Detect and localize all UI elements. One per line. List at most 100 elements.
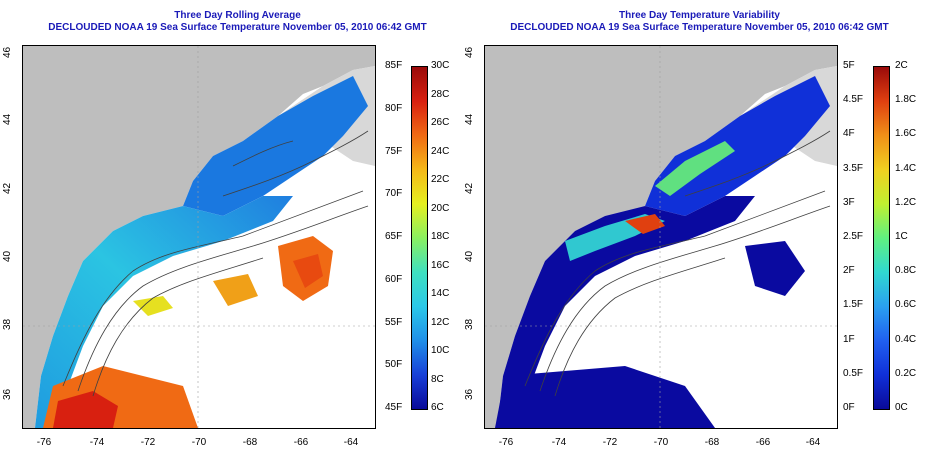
colorbar-c-label: 30C xyxy=(431,60,450,71)
colorbar-c-label: 0.2C xyxy=(895,367,917,379)
y-tick: 38 xyxy=(2,318,13,330)
colorbar-f-label: 4.5F xyxy=(843,94,864,106)
colorbar-f-label: 3.5F xyxy=(843,162,864,174)
sst-average-map xyxy=(22,45,376,429)
warm-eddy-core xyxy=(293,254,323,288)
colorbar-c-label: 18C xyxy=(431,231,450,242)
x-tick: -72 xyxy=(602,437,618,448)
colorbar-f-label: 2F xyxy=(843,265,855,277)
colorbar-c-label: 2C xyxy=(895,60,908,71)
colorbar-c-label: 1.2C xyxy=(895,196,917,208)
colorbar-c-label: 14C xyxy=(431,288,450,299)
colorbar-c-label: 0.8C xyxy=(895,265,917,277)
colorbar-c-label: 20C xyxy=(431,202,450,214)
colorbar-c-label: 0C xyxy=(895,402,908,413)
colorbar-f-label: 55F xyxy=(385,316,403,328)
colorbar-c-label: 10C xyxy=(431,345,450,356)
gulf-stream-core xyxy=(53,391,118,428)
colorbar-f-label: 1.5F xyxy=(843,299,864,311)
y-tick: 38 xyxy=(464,318,475,330)
sst-variability-map xyxy=(484,45,838,429)
coastline-land xyxy=(485,46,837,428)
x-tick: -72 xyxy=(140,437,156,448)
rolling-average-title: Three Day Rolling Average DECLOUDED NOAA… xyxy=(0,10,475,34)
sst-average-map-svg xyxy=(23,46,375,428)
variability-shelf xyxy=(497,196,755,428)
colorbar-f-label: 5F xyxy=(843,60,855,71)
front-hotspot xyxy=(625,214,665,234)
y-tick: 36 xyxy=(2,388,13,400)
colorbar-f-label: 85F xyxy=(385,60,403,71)
x-tick: -66 xyxy=(755,437,771,448)
colorbar-f-label: 75F xyxy=(385,145,403,157)
y-tick: 36 xyxy=(464,388,475,400)
graticule xyxy=(485,46,837,428)
colorbar-f-label: 0.5F xyxy=(843,367,864,379)
colorbar-f-label: 80F xyxy=(385,102,403,114)
x-tick: -68 xyxy=(242,437,258,448)
x-tick: -74 xyxy=(89,437,105,448)
y-tick: 42 xyxy=(464,182,475,194)
sst-variability-map-svg xyxy=(485,46,837,428)
y-tick: 46 xyxy=(464,46,475,58)
x-tick: -64 xyxy=(805,437,821,448)
y-tick: 44 xyxy=(2,113,13,125)
variability-gulf-of-maine xyxy=(645,76,830,216)
variability-colorbar xyxy=(873,66,890,410)
bathymetry-contours xyxy=(524,130,831,397)
colorbar-f-label: 4F xyxy=(843,128,855,140)
colorbar-f-label: 2.5F xyxy=(843,231,864,242)
panel-subtitle: DECLOUDED NOAA 19 Sea Surface Temperatur… xyxy=(48,22,427,33)
temperature-colorbar xyxy=(411,66,428,410)
colorbar-f-label: 60F xyxy=(385,273,403,285)
southern-patches xyxy=(495,366,715,428)
bathymetry-contours xyxy=(62,130,369,397)
x-tick: -70 xyxy=(191,437,207,448)
x-tick: -70 xyxy=(653,437,669,448)
warm-patch xyxy=(213,274,258,306)
variability-title: Three Day Temperature Variability DECLOU… xyxy=(462,10,937,34)
graticule xyxy=(23,46,375,428)
x-tick: -76 xyxy=(36,437,52,448)
colorbar-c-label: 0.4C xyxy=(895,333,917,345)
colorbar-f-label: 0F xyxy=(843,402,855,413)
colorbar-c-label: 6C xyxy=(431,402,444,413)
y-tick: 42 xyxy=(2,182,13,194)
colorbar-c-label: 22C xyxy=(431,174,450,185)
colorbar-c-label: 16C xyxy=(431,259,450,271)
colorbar-c-label: 1.6C xyxy=(895,128,917,140)
y-tick: 40 xyxy=(2,250,13,262)
x-tick: -68 xyxy=(704,437,720,448)
colorbar-f-label: 50F xyxy=(385,359,403,371)
y-tick: 40 xyxy=(464,250,475,262)
y-tick: 46 xyxy=(2,46,13,58)
x-tick: -66 xyxy=(293,437,309,448)
panel-title: Three Day Rolling Average xyxy=(174,10,301,21)
maine-front xyxy=(655,141,735,196)
colorbar-c-label: 8C xyxy=(431,373,444,385)
colorbar-c-label: 0.6C xyxy=(895,299,917,311)
colorbar-c-label: 24C xyxy=(431,145,450,157)
coastline-land xyxy=(23,46,375,428)
panel-title: Three Day Temperature Variability xyxy=(619,10,780,21)
y-tick: 44 xyxy=(464,113,475,125)
colorbar-c-label: 1C xyxy=(895,231,908,242)
yellow-front xyxy=(133,296,173,316)
colorbar-f-label: 70F xyxy=(385,188,403,200)
x-tick: -64 xyxy=(343,437,359,448)
colorbar-c-label: 12C xyxy=(431,316,450,328)
panel-subtitle: DECLOUDED NOAA 19 Sea Surface Temperatur… xyxy=(510,22,889,33)
colorbar-c-label: 28C xyxy=(431,88,450,100)
gulf-of-maine-water xyxy=(183,76,368,216)
shelf-water xyxy=(35,196,293,428)
colorbar-f-label: 45F xyxy=(385,402,403,413)
colorbar-c-label: 26C xyxy=(431,117,450,128)
colorbar-c-label: 1.4C xyxy=(895,162,917,174)
x-tick: -76 xyxy=(498,437,514,448)
offshore-patches xyxy=(745,241,805,296)
variability-panel: Three Day Temperature Variability DECLOU… xyxy=(462,0,937,475)
colorbar-f-label: 65F xyxy=(385,231,403,242)
rolling-average-panel: Three Day Rolling Average DECLOUDED NOAA… xyxy=(0,10,475,448)
x-tick: -74 xyxy=(551,437,567,448)
colorbar-c-label: 1.8C xyxy=(895,94,917,106)
